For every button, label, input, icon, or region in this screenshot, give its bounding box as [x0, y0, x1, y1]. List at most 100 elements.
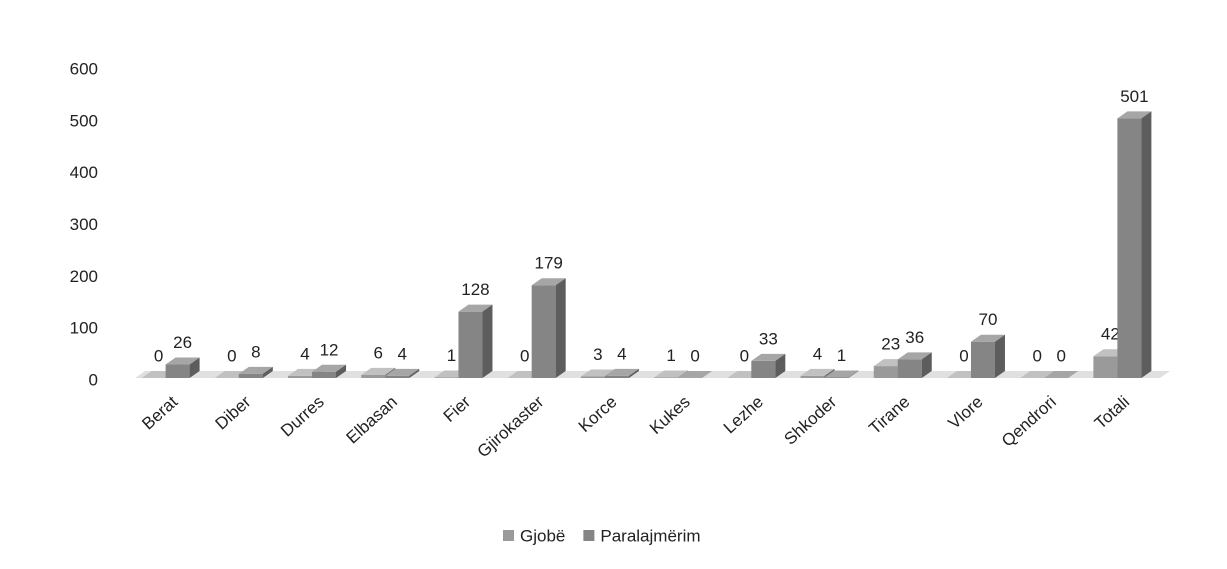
legend-swatch: [583, 530, 595, 541]
data-label: 4: [398, 344, 407, 363]
x-tick-label: Shkoder: [780, 392, 840, 449]
data-label: 33: [759, 329, 778, 348]
bar-side: [1141, 111, 1152, 378]
bar-top: [580, 369, 615, 377]
bar-side: [189, 357, 200, 378]
data-label: 26: [173, 333, 192, 352]
bar: [238, 373, 263, 378]
y-tick-label: 200: [70, 267, 98, 286]
data-label: 0: [520, 346, 529, 365]
data-label: 0: [959, 346, 968, 365]
data-label: 4: [813, 344, 822, 363]
bar-top: [312, 364, 347, 372]
bar: [970, 341, 995, 378]
data-label: 4: [617, 344, 626, 363]
bar-side: [921, 352, 932, 378]
bar-side: [678, 370, 689, 378]
bar-top: [751, 353, 786, 361]
bar-top: [824, 370, 859, 378]
data-label: 3: [593, 345, 602, 364]
bar-side: [775, 353, 786, 378]
data-label: 4: [300, 344, 309, 363]
bar-top: [678, 371, 713, 378]
data-label: 0: [227, 346, 236, 365]
bar: [531, 285, 556, 378]
data-label: 6: [374, 343, 383, 362]
data-label: 36: [905, 328, 924, 347]
bar-top: [654, 370, 689, 378]
bar: [288, 375, 313, 378]
data-label: 1: [837, 346, 846, 365]
y-tick-label: 600: [70, 59, 98, 78]
data-label: 8: [251, 342, 260, 361]
legend-label: Paralajmërim: [600, 526, 700, 545]
bar: [580, 376, 605, 378]
bar: [361, 374, 386, 378]
bar-side: [482, 304, 493, 378]
bar-top: [385, 368, 420, 376]
y-tick-label: 500: [70, 111, 98, 130]
x-tick-label: Gjirokaster: [474, 392, 548, 461]
y-tick-label: 0: [89, 370, 98, 389]
bar-side: [409, 368, 420, 378]
y-tick-label: 100: [70, 319, 98, 338]
bar-side: [628, 368, 639, 378]
bar: [873, 366, 898, 378]
bar-top: [165, 357, 200, 365]
bar: [897, 359, 922, 378]
bar-top: [531, 278, 566, 286]
x-tick-label: Fier: [440, 392, 475, 426]
bar: [800, 375, 825, 378]
bar-top: [361, 367, 396, 375]
legend-label: Gjobë: [520, 526, 565, 545]
bar-top: [1044, 371, 1079, 378]
bar-side: [555, 278, 566, 378]
data-label: 1: [666, 346, 675, 365]
bar-top: [800, 368, 835, 376]
bar: [385, 375, 410, 378]
data-label: 179: [534, 254, 562, 273]
bar: [434, 377, 459, 378]
data-label: 70: [979, 310, 998, 329]
x-tick-label: Vlore: [944, 392, 986, 433]
x-tick-label: Berat: [138, 392, 181, 433]
bar: [824, 377, 849, 378]
data-label: 501: [1120, 87, 1148, 106]
bar: [654, 377, 679, 378]
data-label: 42: [1101, 325, 1120, 344]
data-label: 128: [461, 280, 489, 299]
bar-top: [604, 368, 639, 376]
bar-side: [994, 334, 1005, 378]
bar: [458, 311, 483, 378]
bar-top: [238, 366, 273, 374]
bar-top: [458, 304, 493, 312]
x-tick-label: Kukes: [646, 392, 694, 438]
y-tick-label: 300: [70, 215, 98, 234]
data-label: 0: [740, 346, 749, 365]
data-label: 23: [881, 335, 900, 354]
x-tick-label: Lezhe: [720, 392, 767, 437]
legend-swatch: [503, 530, 514, 541]
bar: [312, 371, 337, 378]
x-tick-label: Diber: [212, 392, 255, 434]
bar-side: [336, 364, 347, 378]
bar-top: [1117, 111, 1152, 119]
x-tick-label: Tirane: [865, 392, 913, 438]
data-label: 0: [1032, 346, 1041, 365]
bar-top: [1020, 371, 1055, 378]
bar-side: [262, 366, 273, 378]
x-tick-label: Elbasan: [343, 392, 401, 447]
x-tick-label: Totali: [1091, 392, 1133, 433]
bar: [165, 364, 190, 378]
x-tick-label: Korce: [575, 392, 621, 436]
data-label: 0: [154, 346, 163, 365]
data-label: 0: [690, 346, 699, 365]
bar: [751, 360, 776, 378]
bar-top: [970, 334, 1005, 342]
data-label: 0: [1056, 346, 1065, 365]
y-tick-label: 400: [70, 163, 98, 182]
data-label: 12: [320, 340, 339, 359]
bar: [1093, 356, 1118, 378]
bar-side: [848, 370, 859, 378]
